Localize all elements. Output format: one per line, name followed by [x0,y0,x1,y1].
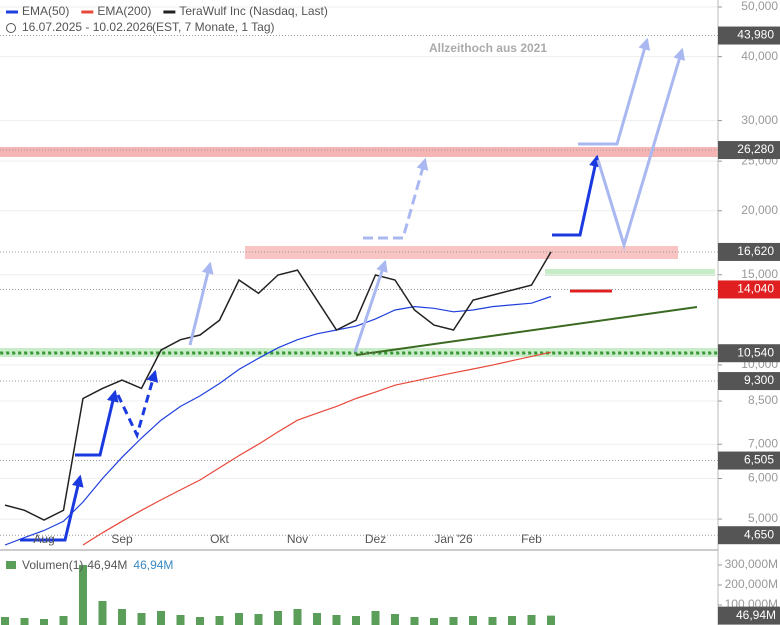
x-tick-label: Feb [521,532,542,546]
level-label: 26,280 [737,142,774,156]
volume-bar [371,611,380,625]
volume-bar [391,614,399,625]
x-tick-label: Sep [111,532,133,546]
level-label: 9,300 [744,373,774,387]
arrow [116,369,159,440]
volume-bar [40,619,48,625]
volume-bar [118,609,126,625]
volume-bar [254,614,263,625]
level-box [718,451,780,470]
x-tick-label: Okt [210,532,229,546]
level-label: 43,980 [737,28,774,42]
y-tick-label: 200,000M [725,577,778,591]
legend-swatch [6,561,16,569]
volume-bar [469,616,477,625]
volume-bar [137,613,146,625]
y-tick-label: 40,000 [741,49,778,63]
level-box [718,280,780,299]
volume-bar [449,617,458,625]
y-tick-label: 50,000 [741,0,778,13]
volume-bar [59,616,68,625]
series-line [4,295,552,546]
x-tick-label: Aug [33,532,54,546]
legend-value: 46,94M [133,558,173,572]
volume-bar [488,617,497,625]
level-box [718,242,780,261]
level-label: 4,650 [744,527,774,541]
legend-note: (EST, 7 Monate, 1 Tag) [152,20,275,34]
arrow [188,261,214,346]
level-label: 14,040 [737,282,774,296]
y-tick-label: 300,000M [725,557,778,571]
level-box [718,344,780,363]
legend-note: 16.07.2025 - 10.02.2026 [22,20,153,34]
y-tick-label: 15,000 [741,267,778,281]
trend-line [355,306,698,356]
plot-layer [0,6,718,546]
arrow [552,154,601,237]
y-tick-label: 5,000 [748,511,778,525]
volume-bar [547,615,555,625]
level-box [718,526,780,545]
level-label: 6,505 [744,453,774,467]
y-tick-label: 20,000 [741,203,778,217]
volume-bar [157,611,165,625]
volume-bar [313,613,321,625]
level-label: 16,620 [737,244,774,258]
volume-bar [293,609,302,625]
legend-label: EMA(50) [22,4,69,18]
volume-bar [176,615,185,625]
volume-bar [215,616,224,625]
resistance-band [0,147,718,157]
volume-bar [352,616,360,625]
volume-bar [527,615,536,625]
y-tick-label: 8,500 [748,393,778,407]
arrow [75,389,119,457]
resistance-zone [245,246,678,259]
volume-bar [274,611,282,625]
arrow [20,474,84,542]
volume-bar [1,617,9,625]
arrows [20,37,686,542]
volume-bar [508,616,516,625]
arrow [363,157,429,240]
legend: EMA(50) EMA(200) TeraWulf Inc (Nasdaq, Las… [6,4,328,18]
volume-bar [235,613,243,625]
annotation: Allzeithoch aus 2021 [429,41,547,55]
volume-bar [430,618,438,625]
volume-bar [20,618,29,625]
support-zone [545,269,715,276]
y-tick-label: 30,000 [741,113,778,127]
clock-icon [6,23,16,33]
arrow [578,37,651,146]
last-value-label: 46,94M [736,608,776,622]
y-tick-label: 6,000 [748,471,778,485]
x-tick-label: Nov [287,532,308,546]
y-tick-label: 7,000 [748,436,778,450]
x-tick-label: Jan '26 [434,532,473,546]
background-layer [0,147,718,357]
volume-bar [332,615,341,625]
volume-bar [196,617,204,625]
arrow [353,259,388,353]
level-box [718,372,780,391]
legend-value: 46,94M [87,558,127,572]
volume-bar [410,617,419,625]
volume-bar [98,601,107,625]
level-box [718,141,780,160]
level-label: 10,540 [737,345,774,359]
legend-label: Volumen(1) [22,558,83,572]
arrow [596,47,686,251]
series-line [4,251,552,521]
x-tick-label: Dez [365,532,386,546]
level-box [718,26,780,45]
series-line [82,351,552,546]
volume-bar [79,565,87,625]
legend-label: EMA(200) [97,4,151,18]
support-band [0,348,718,357]
last-value-box [718,606,780,625]
legend-label: TeraWulf Inc (Nasdaq, Last) [179,4,328,18]
